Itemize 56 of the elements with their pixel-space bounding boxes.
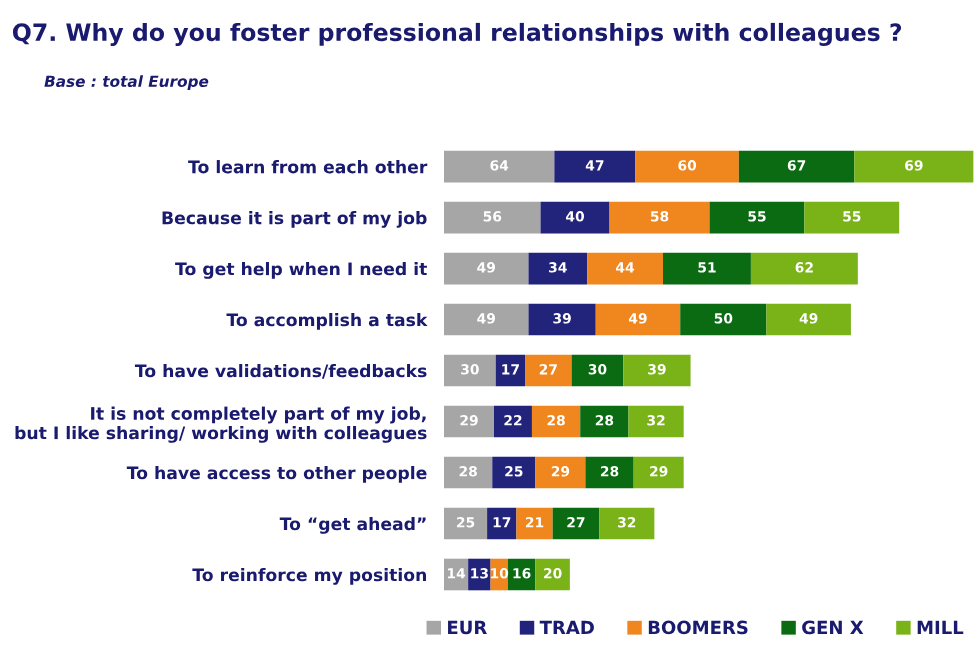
bar xyxy=(854,150,974,183)
bar xyxy=(552,507,600,540)
bar xyxy=(766,303,851,336)
y-tick-label: To “get ahead” xyxy=(279,516,426,534)
bar xyxy=(444,456,493,489)
bar xyxy=(609,201,710,234)
bar xyxy=(595,303,681,336)
bar xyxy=(535,558,570,591)
bar xyxy=(516,507,553,540)
bar xyxy=(554,150,636,183)
legend-label: GEN X xyxy=(802,620,864,635)
bar xyxy=(468,558,491,591)
bar xyxy=(628,405,684,438)
bar xyxy=(709,201,805,234)
bar xyxy=(738,150,855,183)
y-tick-label: To accomplish a task xyxy=(226,313,428,330)
bar xyxy=(662,252,751,285)
chart-title: Q7. Why do you foster professional relationships with colleagues ? xyxy=(12,22,902,46)
bar xyxy=(633,456,684,489)
bar xyxy=(444,201,541,234)
bar xyxy=(587,252,663,285)
bar xyxy=(571,354,624,387)
y-tick-label: To have validations/feedbacks xyxy=(134,364,427,379)
y-tick-label: To reinforce my position xyxy=(192,567,426,585)
y-tick-label: It is not completely part of my job, but I like sharing/ working with colleagues xyxy=(15,406,427,443)
bar xyxy=(750,252,858,285)
bar xyxy=(444,405,494,438)
bar xyxy=(580,405,629,438)
bar xyxy=(444,252,529,285)
bar xyxy=(444,150,555,183)
bar xyxy=(528,252,588,285)
bar xyxy=(535,456,586,489)
bar xyxy=(495,354,526,387)
bar xyxy=(635,150,739,183)
bar xyxy=(531,405,581,438)
y-tick-label: Because it is part of my job xyxy=(162,211,427,228)
bar xyxy=(680,303,767,336)
bar xyxy=(444,507,488,540)
y-tick-label: To get help when I need it xyxy=(175,262,427,279)
bar xyxy=(444,303,529,336)
legend-label: TRAD xyxy=(539,620,594,634)
legend-label: BOOMERS xyxy=(648,620,748,635)
bar xyxy=(599,507,655,540)
bar xyxy=(540,201,610,234)
bar xyxy=(494,405,532,438)
legend-label: EUR xyxy=(448,620,487,635)
bar xyxy=(585,456,634,489)
bar xyxy=(528,303,596,336)
y-tick-label: To have access to other people xyxy=(126,465,427,483)
bar xyxy=(525,354,572,387)
bar xyxy=(623,354,691,387)
bar xyxy=(804,201,900,234)
y-tick-label: To learn from each other xyxy=(188,160,428,174)
bar xyxy=(492,456,536,489)
bar xyxy=(444,354,496,387)
legend-label: MILL xyxy=(917,620,964,634)
